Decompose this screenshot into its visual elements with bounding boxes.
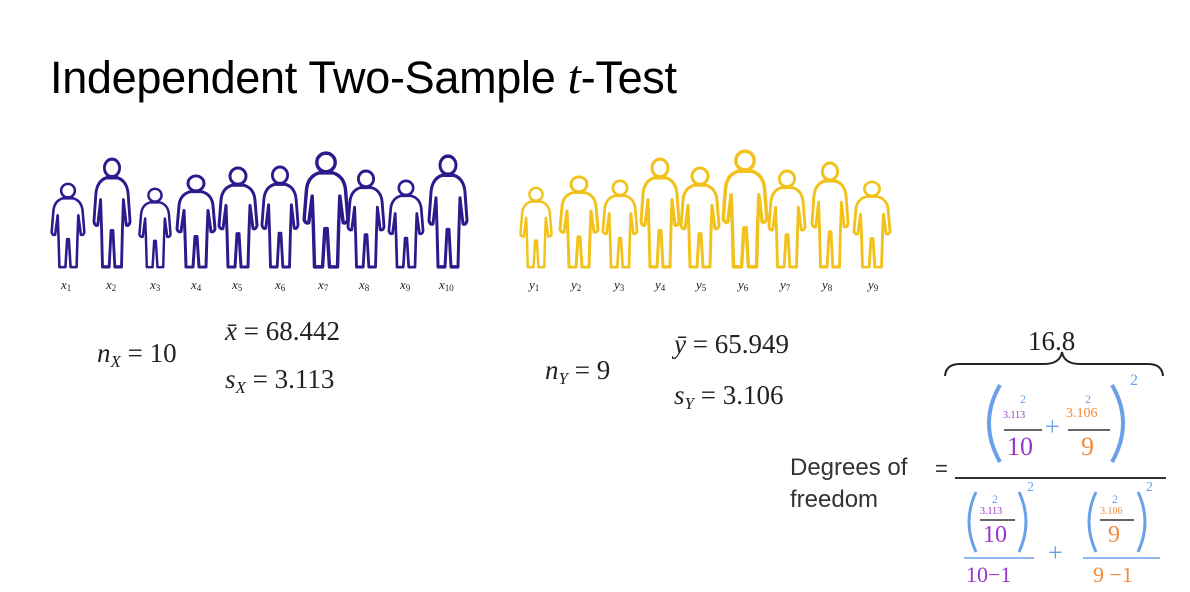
person-y6-icon xyxy=(721,149,769,269)
person-y8-icon xyxy=(810,161,850,269)
person-x4-icon xyxy=(175,174,217,269)
person-x8-icon xyxy=(346,169,386,269)
num-sd-x: 3.113 xyxy=(1003,410,1026,421)
den-x-inner-exp: 2 xyxy=(992,492,998,506)
num-n-x: 10 xyxy=(1007,432,1033,461)
label-y9: y9 xyxy=(868,277,879,293)
den-y-left-paren xyxy=(1087,491,1098,553)
person-y2-icon xyxy=(558,175,600,269)
num-sd-y: 3.106 xyxy=(1066,406,1098,421)
slide-title: Independent Two-Sample t-Test xyxy=(50,50,677,105)
den-sd-y: 3.106 xyxy=(1100,506,1123,517)
person-x9-icon xyxy=(387,179,425,269)
den-y-right-paren xyxy=(1136,491,1147,553)
den-plus: + xyxy=(1048,538,1063,567)
person-x2-icon xyxy=(92,157,132,269)
label-x1: x1 xyxy=(61,277,72,293)
label-y3: y3 xyxy=(614,277,625,293)
person-x7-icon xyxy=(302,151,350,269)
num-x-exp: 2 xyxy=(1020,392,1026,406)
person-y1-icon xyxy=(519,186,553,269)
df-label: Degrees of freedom xyxy=(790,454,908,513)
df-equals: = xyxy=(935,456,948,481)
label-x7: x7 xyxy=(318,277,329,293)
label-y7: y7 xyxy=(780,277,791,293)
num-n-y: 9 xyxy=(1081,432,1094,461)
person-x10-icon xyxy=(427,154,469,269)
den-y-inner-exp: 2 xyxy=(1112,492,1118,506)
den-dof-x: 10−1 xyxy=(966,562,1012,587)
label-x6: x6 xyxy=(275,277,286,293)
den-x-left-paren xyxy=(967,491,978,553)
num-plus: + xyxy=(1045,412,1060,441)
title-variable: t xyxy=(567,51,581,104)
label-x2: x2 xyxy=(106,277,117,293)
overbrace xyxy=(944,351,1164,377)
n-y-stat: nY = 9 xyxy=(545,355,611,388)
person-y9-icon xyxy=(852,180,892,269)
den-x-right-paren xyxy=(1017,491,1028,553)
person-y3-icon xyxy=(601,179,639,269)
label-y2: y2 xyxy=(571,277,582,293)
n-x-stat: nX = 10 xyxy=(97,338,177,371)
den-sd-x: 3.113 xyxy=(980,506,1003,517)
sd-x-stat: sX = 3.113 xyxy=(225,364,335,397)
den-x-outer-exp: 2 xyxy=(1027,480,1034,495)
person-y7-icon xyxy=(767,169,807,269)
group-x-figures xyxy=(50,151,469,269)
num-y-exp: 2 xyxy=(1085,392,1091,406)
person-x6-icon xyxy=(260,165,300,269)
label-x5: x5 xyxy=(232,277,243,293)
person-x5-icon xyxy=(217,166,259,269)
person-y5-icon xyxy=(679,166,721,269)
label-x4: x4 xyxy=(191,277,202,293)
person-x1-icon xyxy=(50,182,86,269)
label-x10: x10 xyxy=(439,277,454,293)
label-y4: y4 xyxy=(655,277,666,293)
label-y8: y8 xyxy=(822,277,833,293)
sd-y-stat: sY = 3.106 xyxy=(674,380,784,413)
den-y-outer-exp: 2 xyxy=(1146,480,1153,495)
mean-y-stat: ȳ = 65.949 xyxy=(674,329,789,359)
title-suffix: -Test xyxy=(580,52,677,103)
label-x9: x9 xyxy=(400,277,411,293)
label-x3: x3 xyxy=(150,277,161,293)
label-x8: x8 xyxy=(359,277,370,293)
mean-x-stat: x̄ = 68.442 xyxy=(225,316,340,346)
label-y6: y6 xyxy=(738,277,749,293)
num-left-paren xyxy=(987,383,1002,463)
num-outer-exp: 2 xyxy=(1130,372,1138,389)
person-y4-icon xyxy=(639,157,681,269)
person-x3-icon xyxy=(138,187,172,269)
den-n-y: 9 xyxy=(1108,522,1120,548)
den-n-x: 10 xyxy=(983,522,1007,548)
title-prefix: Independent Two-Sample xyxy=(50,52,568,103)
df-result: 16.8 xyxy=(1028,326,1076,356)
num-right-paren xyxy=(1110,383,1125,463)
label-y5: y5 xyxy=(696,277,707,293)
den-dof-y: 9 −1 xyxy=(1093,562,1133,587)
label-y1: y1 xyxy=(529,277,540,293)
group-y-figures xyxy=(519,149,892,269)
